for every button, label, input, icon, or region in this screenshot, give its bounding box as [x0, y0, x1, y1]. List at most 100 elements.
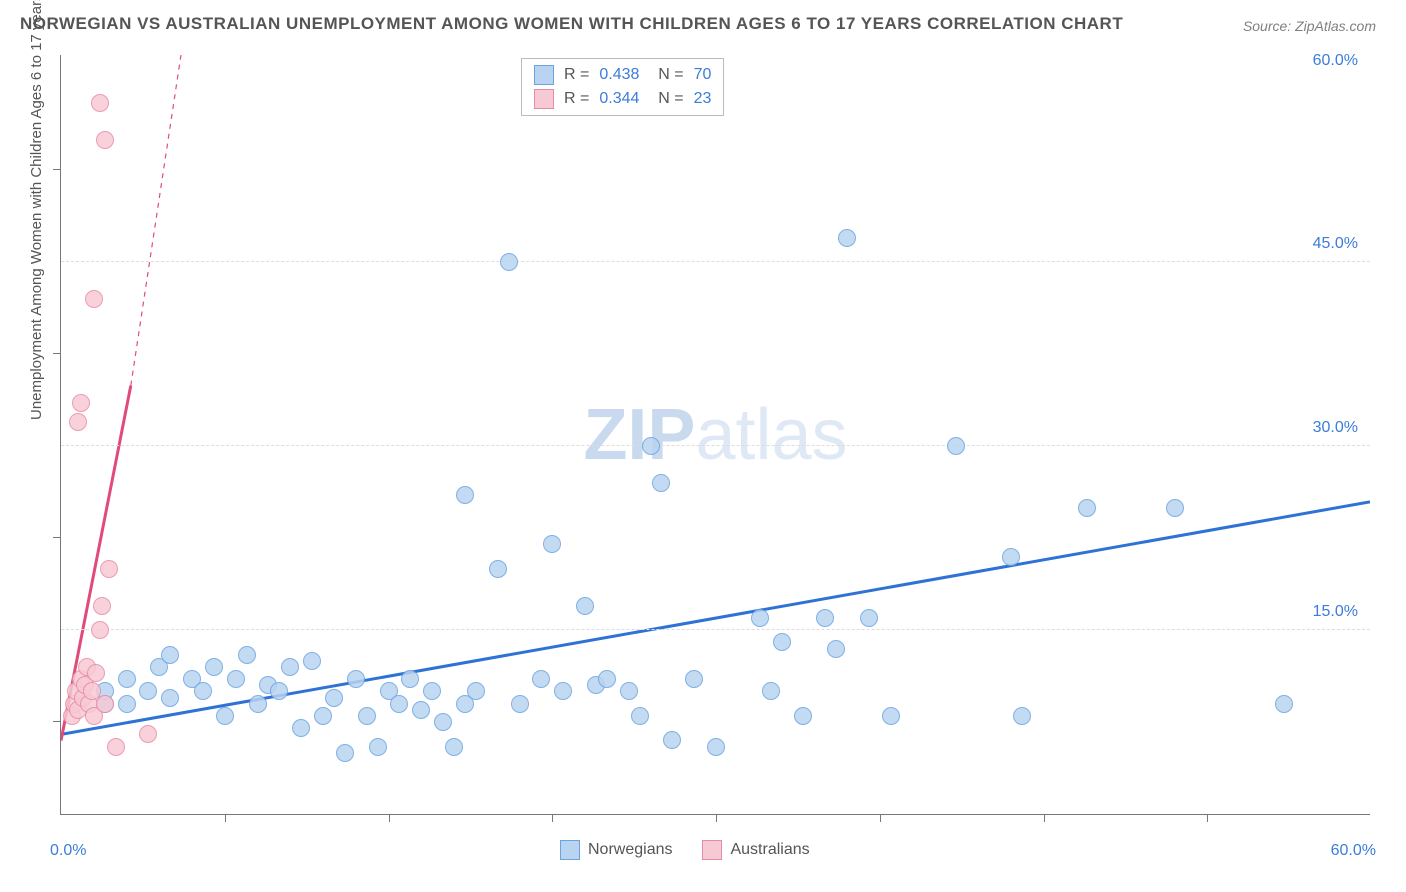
data-point: [161, 689, 179, 707]
data-point: [91, 621, 109, 639]
data-point: [72, 394, 90, 412]
data-point: [249, 695, 267, 713]
data-point: [838, 229, 856, 247]
data-point: [390, 695, 408, 713]
data-point: [139, 725, 157, 743]
data-point: [631, 707, 649, 725]
data-point: [445, 738, 463, 756]
data-point: [227, 670, 245, 688]
data-point: [685, 670, 703, 688]
data-point: [794, 707, 812, 725]
data-point: [554, 682, 572, 700]
data-point: [1002, 548, 1020, 566]
x-axis-max-label: 60.0%: [1331, 842, 1376, 860]
data-point: [96, 131, 114, 149]
legend-swatch: [534, 65, 554, 85]
data-point: [216, 707, 234, 725]
data-point: [281, 658, 299, 676]
data-point: [69, 413, 87, 431]
data-point: [434, 713, 452, 731]
legend-label: Norwegians: [588, 841, 672, 859]
data-point: [816, 609, 834, 627]
stat-r-label: R =: [564, 90, 589, 108]
data-point: [369, 738, 387, 756]
data-point: [194, 682, 212, 700]
gridline-h: [61, 629, 1370, 630]
data-point: [620, 682, 638, 700]
x-tick: [1044, 814, 1045, 822]
stat-n-label: N =: [649, 90, 683, 108]
data-point: [292, 719, 310, 737]
legend-item: Australians: [702, 840, 809, 860]
y-tick: [53, 721, 61, 722]
stat-n-value: 70: [694, 66, 712, 84]
stat-r-label: R =: [564, 66, 589, 84]
data-point: [139, 682, 157, 700]
data-point: [500, 253, 518, 271]
stat-n-label: N =: [649, 66, 683, 84]
data-point: [358, 707, 376, 725]
gridline-h: [61, 445, 1370, 446]
y-axis-label: Unemployment Among Women with Children A…: [28, 0, 45, 420]
x-tick: [389, 814, 390, 822]
legend-item: Norwegians: [560, 840, 672, 860]
data-point: [87, 664, 105, 682]
x-tick: [716, 814, 717, 822]
data-point: [511, 695, 529, 713]
x-axis-min-label: 0.0%: [50, 842, 86, 860]
legend-stats-row: R = 0.344 N = 23: [534, 87, 711, 111]
data-point: [860, 609, 878, 627]
y-tick-label: 45.0%: [1313, 235, 1358, 253]
data-point: [107, 738, 125, 756]
y-tick: [53, 169, 61, 170]
legend-swatch: [534, 89, 554, 109]
stat-r-value: 0.344: [599, 90, 639, 108]
x-tick: [225, 814, 226, 822]
data-point: [118, 670, 136, 688]
data-point: [543, 535, 561, 553]
data-point: [85, 290, 103, 308]
source-attribution: Source: ZipAtlas.com: [1243, 18, 1376, 34]
data-point: [762, 682, 780, 700]
data-point: [652, 474, 670, 492]
data-point: [270, 682, 288, 700]
data-point: [96, 695, 114, 713]
data-point: [401, 670, 419, 688]
data-point: [314, 707, 332, 725]
data-point: [467, 682, 485, 700]
legend-swatch: [702, 840, 722, 860]
data-point: [93, 597, 111, 615]
data-point: [1275, 695, 1293, 713]
data-point: [707, 738, 725, 756]
data-point: [532, 670, 550, 688]
data-point: [1078, 499, 1096, 517]
data-point: [91, 94, 109, 112]
data-point: [1013, 707, 1031, 725]
plot-area: ZIPatlas R = 0.438 N = 70R = 0.344 N = 2…: [60, 55, 1370, 815]
data-point: [1166, 499, 1184, 517]
gridline-h: [61, 261, 1370, 262]
y-tick-label: 15.0%: [1313, 603, 1358, 621]
data-point: [303, 652, 321, 670]
legend-stats-row: R = 0.438 N = 70: [534, 63, 711, 87]
legend-stats-box: R = 0.438 N = 70R = 0.344 N = 23: [521, 58, 724, 116]
legend-label: Australians: [730, 841, 809, 859]
data-point: [947, 437, 965, 455]
x-tick: [1207, 814, 1208, 822]
data-point: [205, 658, 223, 676]
watermark: ZIPatlas: [583, 394, 847, 476]
data-point: [100, 560, 118, 578]
data-point: [238, 646, 256, 664]
data-point: [642, 437, 660, 455]
x-tick: [552, 814, 553, 822]
legend-bottom: Norwegians Australians: [560, 840, 810, 860]
chart-title: NORWEGIAN VS AUSTRALIAN UNEMPLOYMENT AMO…: [20, 14, 1123, 34]
data-point: [489, 560, 507, 578]
data-point: [576, 597, 594, 615]
data-point: [882, 707, 900, 725]
stat-r-value: 0.438: [599, 66, 639, 84]
data-point: [751, 609, 769, 627]
data-point: [456, 486, 474, 504]
data-point: [161, 646, 179, 664]
data-point: [827, 640, 845, 658]
